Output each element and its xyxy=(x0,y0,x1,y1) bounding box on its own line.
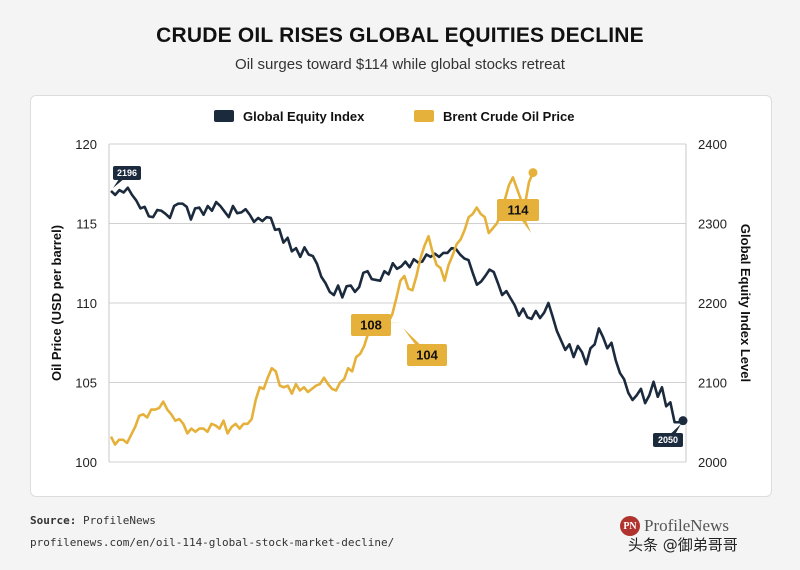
oil-108-callout-pointer xyxy=(367,322,403,325)
source-value: ProfileNews xyxy=(82,514,156,527)
right-tick-label: 2100 xyxy=(698,376,727,391)
oil-114-callout-pointer xyxy=(514,210,531,233)
legend-label-equity: Global Equity Index xyxy=(243,109,365,124)
equity-series-line xyxy=(110,186,684,424)
right-tick-label: 2200 xyxy=(698,296,727,311)
logo-text: ProfileNews xyxy=(644,516,729,535)
oil-series-line xyxy=(109,172,535,446)
oil-108-callout-label: 108 xyxy=(360,318,382,333)
right-tick-label: 2400 xyxy=(698,137,727,152)
equity-start-callout-label: 2196 xyxy=(117,168,137,178)
equity-end-point xyxy=(678,416,688,426)
source-line: Source: ProfileNews xyxy=(30,514,156,527)
left-tick-label: 110 xyxy=(76,296,97,311)
right-tick-label: 2000 xyxy=(698,455,727,470)
left-axis-title: Oil Price (USD per barrel) xyxy=(49,225,64,381)
legend-swatch-oil xyxy=(414,110,434,122)
chart-card: 100 105 110 115 120 2000 2100 2200 2300 2400 Oil P… xyxy=(30,95,772,497)
legend-swatch-equity xyxy=(214,110,234,122)
left-tick-label: 100 xyxy=(75,455,97,470)
oil-104-callout-pointer xyxy=(403,328,431,355)
left-tick-label: 120 xyxy=(75,137,97,152)
equity-end-callout-pointer xyxy=(664,424,681,440)
watermark: 头条 @御弟哥哥 xyxy=(628,536,738,554)
legend-label-oil: Brent Crude Oil Price xyxy=(443,109,574,124)
logo-mark: PN xyxy=(620,516,640,536)
right-tick-label: 2300 xyxy=(698,217,727,232)
equity-end-callout-label: 2050 xyxy=(658,435,678,445)
oil-104-callout-label: 104 xyxy=(416,348,438,363)
chart-subtitle: Oil surges toward $114 while global stoc… xyxy=(235,56,565,73)
left-tick-label: 115 xyxy=(76,217,97,232)
dual-axis-line-chart: 100 105 110 115 120 2000 2100 2200 2300 2400 Oil P… xyxy=(49,109,753,470)
equity-start-callout-pointer xyxy=(113,173,131,188)
oil-end-point xyxy=(528,168,538,178)
chart-title: CRUDE OIL RISES GLOBAL EQUITIES DECLINE xyxy=(156,24,644,47)
left-tick-label: 105 xyxy=(75,376,97,391)
oil-114-callout-label: 114 xyxy=(508,203,530,218)
source-label: Source: xyxy=(30,514,77,527)
right-axis-title: Global Equity Index Level xyxy=(738,224,753,382)
profilenews-logo: PN ProfileNews xyxy=(620,514,770,538)
source-url: profilenews.com/en/oil-114-global-stock-… xyxy=(30,536,395,549)
